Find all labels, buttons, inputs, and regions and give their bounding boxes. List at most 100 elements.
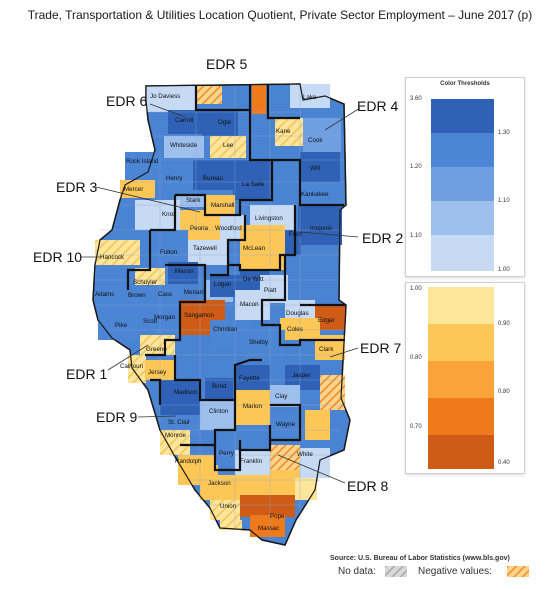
legend-tick: 1.10 [498, 198, 510, 204]
county-label: McLean [243, 245, 266, 252]
county-label: Coles [287, 326, 303, 333]
county-label: Peoria [190, 225, 208, 232]
legend-tick: 1.10 [410, 233, 422, 239]
county-label: Jasper [292, 372, 311, 379]
county-label: Bureau [203, 175, 224, 182]
county-label: Christian [213, 326, 238, 333]
source-note: Source: U.S. Bureau of Labor Statistics … [330, 555, 510, 562]
county-label: Tazewell [193, 245, 217, 252]
county-label: Ford [289, 231, 302, 238]
county-johnson [240, 495, 265, 517]
edr-label: EDR 7 [360, 340, 402, 356]
county-mason [168, 262, 198, 284]
county-label: Clay [275, 393, 288, 400]
county-pike [98, 305, 138, 340]
county-bureau [193, 160, 233, 190]
county-jo-daviess [146, 86, 196, 112]
county-label: Woodford [215, 225, 242, 232]
county-label: Clark [319, 346, 334, 353]
county-label: Menard [184, 289, 206, 296]
county-label: Bond [212, 383, 227, 390]
negative-values-swatch [507, 566, 529, 577]
county-label: St. Clair [168, 419, 190, 426]
legend-tick: 1.00 [410, 286, 422, 292]
edr-label: EDR 4 [357, 98, 399, 114]
edr-boundaries [126, 84, 345, 472]
county-label: Perry [219, 450, 235, 457]
county-label: Carroll [175, 117, 193, 124]
county-borders [95, 84, 346, 540]
county-tazewell [188, 240, 228, 265]
county-label: Henry [166, 175, 183, 182]
legend-tick: 0.80 [410, 355, 422, 361]
county-will [300, 152, 340, 182]
county-label: Iroquois [310, 225, 332, 232]
legend-tick: 0.80 [498, 389, 510, 395]
legend-swatch [428, 287, 494, 324]
county-whiteside [164, 136, 204, 158]
legend-tick: 0.90 [498, 321, 510, 327]
legend-blue: Color Thresholds 3.60 1.20 1.10 1.30 1.1… [405, 77, 525, 277]
county-label: Clinton [209, 408, 229, 415]
map-title: Trade, Transportation & Utilities Locati… [27, 8, 533, 22]
county-label: La Salle [242, 181, 265, 188]
county-label: Greene [146, 346, 167, 353]
county-label: Jersey [148, 369, 167, 376]
county-label: Calhoun [120, 363, 144, 370]
county-ford [283, 230, 301, 255]
county-madison [160, 380, 200, 415]
legend-swatch [431, 201, 494, 235]
county-label: Kane [276, 128, 291, 135]
county-label: Sangamon [184, 312, 214, 319]
county-mclean [240, 225, 285, 270]
county-label: Lee [223, 142, 234, 149]
legend-tick: 1.20 [410, 164, 422, 170]
county-label: Knox [162, 211, 177, 218]
county-white [300, 448, 330, 478]
county-label: Jackson [208, 480, 231, 487]
no-data-label: No data: [338, 566, 376, 577]
county-label: Piatt [264, 287, 277, 294]
county-label: Morgan [154, 314, 176, 321]
legend-swatch [431, 133, 494, 167]
county-clay [270, 385, 300, 407]
county-label: Brown [128, 292, 146, 299]
county-kankakee [300, 182, 344, 204]
county-la-salle [233, 160, 273, 200]
county-label: Schuyler [133, 279, 157, 286]
legend-tick: 0.40 [498, 460, 510, 466]
county-label: Will [310, 165, 320, 172]
legend-swatch [431, 99, 494, 133]
edr-label: EDR 1 [66, 366, 108, 382]
county-logan [210, 275, 240, 297]
county-label: Randolph [175, 458, 202, 465]
county-marion [235, 390, 270, 425]
county-label: De Witt [243, 276, 264, 283]
county-calhoun [128, 355, 146, 383]
county-label: Mason [175, 268, 194, 275]
county-fayette [235, 365, 270, 390]
county-label: Ogle [218, 119, 232, 126]
county-label: Whiteside [170, 142, 198, 149]
county-label: Marshall [211, 202, 234, 209]
county-label: Marion [243, 403, 262, 410]
county-massac [250, 515, 285, 537]
county-lawrence [305, 410, 330, 440]
legend-tick: 1.30 [498, 130, 510, 136]
county-shading [95, 84, 345, 537]
edr-label: EDR 5 [206, 56, 248, 72]
county-label: Logan [214, 281, 232, 288]
county-label: Macon [240, 301, 259, 308]
county-carroll [168, 110, 202, 134]
county-alexander [220, 520, 242, 530]
county-jackson [200, 475, 240, 500]
county-lee [210, 136, 246, 158]
county-label: Mercer [124, 186, 143, 193]
county-label: Fayette [239, 375, 260, 382]
legend-tick: 0.70 [410, 424, 422, 430]
edr-label: EDR 9 [96, 409, 138, 425]
county-label: Franklin [240, 458, 263, 465]
county-label: Cook [308, 137, 323, 144]
legend-tick: 3.60 [410, 96, 422, 102]
legend-swatch [431, 235, 494, 271]
